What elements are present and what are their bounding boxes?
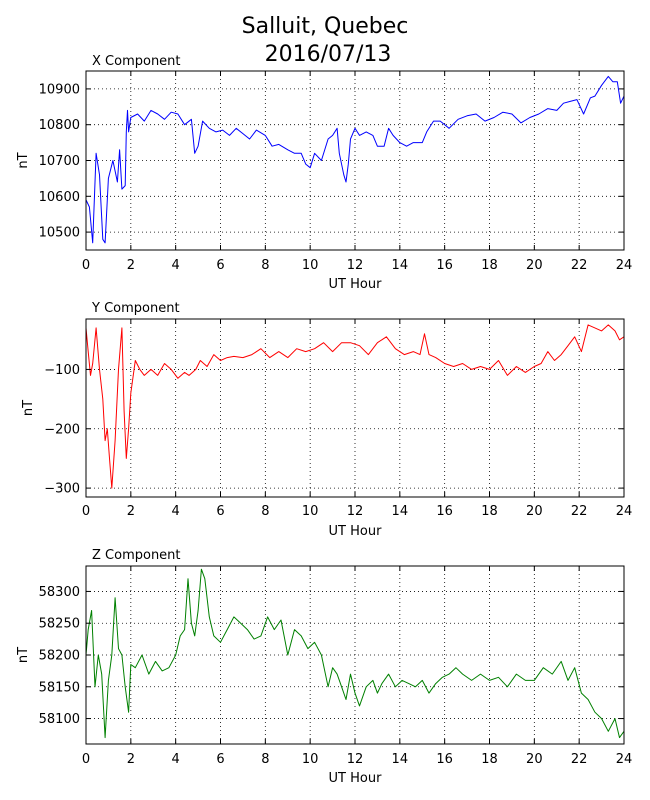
z-component-xtick-label: 2 bbox=[127, 752, 135, 767]
z-component-xtick-label: 8 bbox=[261, 752, 269, 767]
x-component-ytick-label: 10800 bbox=[39, 118, 80, 133]
y-component-xtick-label: 18 bbox=[481, 504, 498, 519]
x-component-ylabel: nT bbox=[16, 152, 31, 168]
x-component-xtick-label: 0 bbox=[82, 258, 90, 273]
z-component-xtick-label: 0 bbox=[82, 752, 90, 767]
z-component-xtick-label: 6 bbox=[216, 752, 224, 767]
x-component-xtick-label: 8 bbox=[261, 258, 269, 273]
x-component-xtick-label: 4 bbox=[172, 258, 180, 273]
y-component-xtick-label: 20 bbox=[526, 504, 543, 519]
z-component-ytick-label: 58250 bbox=[39, 617, 80, 632]
x-component-xtick-label: 12 bbox=[347, 258, 364, 273]
z-component-ylabel: nT bbox=[16, 647, 31, 663]
y-component-xtick-label: 6 bbox=[216, 504, 224, 519]
y-component-xtick-label: 10 bbox=[302, 504, 319, 519]
z-component-ytick-label: 58200 bbox=[39, 649, 80, 664]
z-component-title: Z Component bbox=[92, 548, 181, 563]
z-component-series-line bbox=[86, 568, 624, 739]
z-component-ytick-label: 58100 bbox=[39, 712, 80, 727]
z-component-xtick-label: 10 bbox=[302, 752, 319, 767]
z-component-ytick-label: 58150 bbox=[39, 680, 80, 695]
z-component-xtick-label: 22 bbox=[571, 752, 588, 767]
x-component-title: X Component bbox=[92, 54, 181, 69]
x-component-ytick-label: 10700 bbox=[39, 154, 80, 169]
x-component-xtick-label: 18 bbox=[481, 258, 498, 273]
z-component-xtick-label: 24 bbox=[616, 752, 633, 767]
y-component-xtick-label: 14 bbox=[392, 504, 409, 519]
z-component-xtick-label: 16 bbox=[436, 752, 453, 767]
z-component-xtick-label: 12 bbox=[347, 752, 364, 767]
z-component-xtick-label: 18 bbox=[481, 752, 498, 767]
x-component-xtick-label: 14 bbox=[392, 258, 409, 273]
x-component-xtick-label: 10 bbox=[302, 258, 319, 273]
x-component-xtick-label: 6 bbox=[216, 258, 224, 273]
x-component-ytick-label: 10900 bbox=[39, 82, 80, 97]
x-component-xtick-label: 16 bbox=[436, 258, 453, 273]
y-component-xtick-label: 12 bbox=[347, 504, 364, 519]
y-component-ytick-label: −300 bbox=[44, 482, 80, 497]
z-component-ytick-label: 58300 bbox=[39, 585, 80, 600]
z-component-xlabel: UT Hour bbox=[329, 771, 383, 786]
y-component-title: Y Component bbox=[91, 301, 180, 316]
z-component-xtick-label: 20 bbox=[526, 752, 543, 767]
y-component-ytick-label: −200 bbox=[44, 422, 80, 437]
y-component-xtick-label: 0 bbox=[82, 504, 90, 519]
x-component-ytick-label: 10600 bbox=[39, 190, 80, 205]
figure-title-line-2: 2016/07/13 bbox=[265, 42, 392, 67]
figure-title-line-1: Salluit, Quebec bbox=[242, 14, 409, 39]
x-component-xtick-label: 22 bbox=[571, 258, 588, 273]
x-component-xtick-label: 2 bbox=[127, 258, 135, 273]
y-component-ytick-label: −100 bbox=[44, 363, 80, 378]
x-component-xtick-label: 20 bbox=[526, 258, 543, 273]
x-component-xtick-label: 24 bbox=[616, 258, 633, 273]
y-component-xtick-label: 22 bbox=[571, 504, 588, 519]
y-component-series-line bbox=[86, 324, 624, 489]
x-component-xlabel: UT Hour bbox=[329, 277, 383, 292]
y-component-xlabel: UT Hour bbox=[329, 524, 383, 539]
z-component-xtick-label: 4 bbox=[172, 752, 180, 767]
y-component-xtick-label: 16 bbox=[436, 504, 453, 519]
y-component-xtick-label: 8 bbox=[261, 504, 269, 519]
y-component-xtick-label: 4 bbox=[172, 504, 180, 519]
y-component-ylabel: nT bbox=[21, 400, 36, 416]
z-component-xtick-label: 14 bbox=[392, 752, 409, 767]
y-component-xtick-label: 24 bbox=[616, 504, 633, 519]
x-component-series-line bbox=[86, 75, 624, 244]
x-component-ytick-label: 10500 bbox=[39, 226, 80, 241]
y-component-xtick-label: 2 bbox=[127, 504, 135, 519]
